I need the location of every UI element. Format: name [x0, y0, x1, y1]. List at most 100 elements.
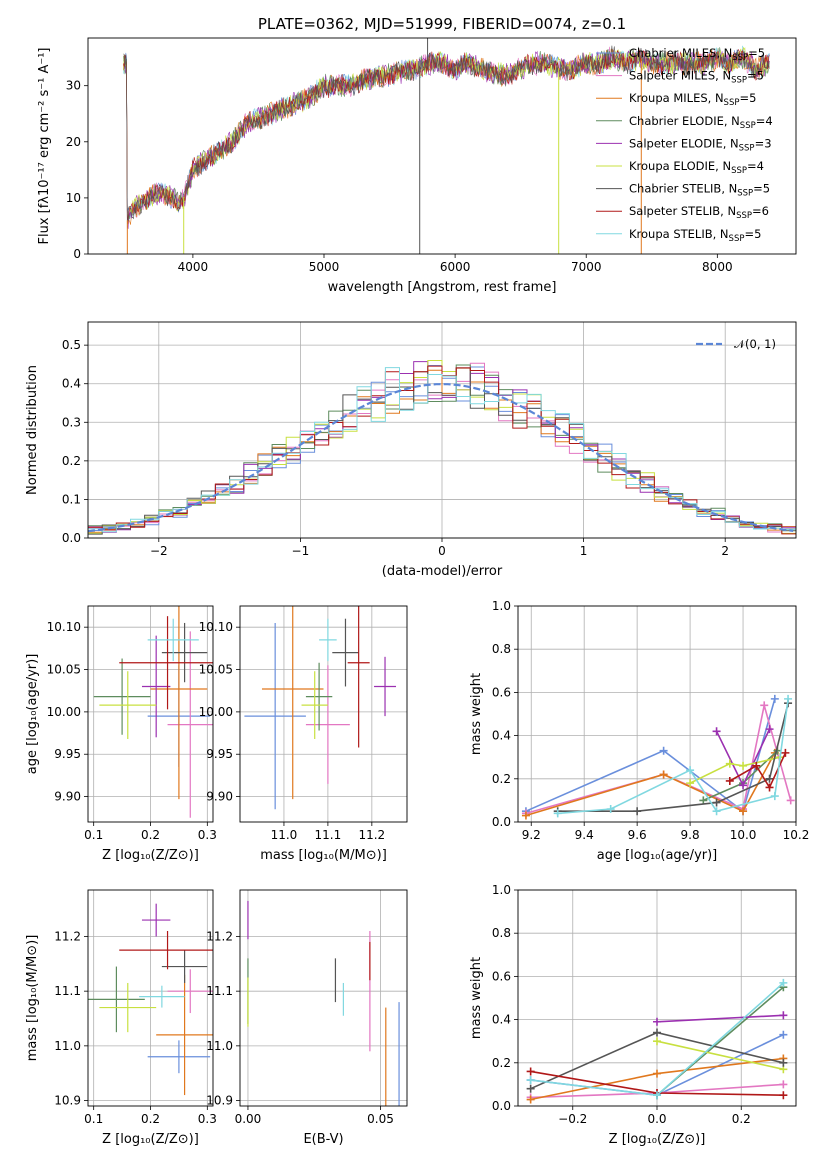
- axes-frame: [87, 321, 797, 539]
- data-marker: [653, 1017, 661, 1026]
- data-marker: [779, 1091, 788, 1100]
- y-tick-label: 10.10: [47, 620, 81, 634]
- errorbar-point: [374, 656, 397, 717]
- plot-area: [123, 38, 770, 254]
- axes-frame: [239, 889, 408, 1107]
- x-tick-label: −1: [292, 544, 310, 558]
- data-marker: [786, 796, 795, 805]
- axes-frame: [87, 605, 214, 823]
- legend-entry-label: Kroupa ELODIE, NSSP=4: [629, 159, 764, 176]
- errorbar-point: [319, 618, 337, 662]
- data-marker: [725, 759, 734, 768]
- y-tick-label: 0.2: [492, 772, 511, 786]
- y-tick-label: 0.5: [62, 338, 81, 352]
- y-axis-label: Flux [fλ10⁻¹⁷ erg cm⁻² s⁻¹ A⁻¹]: [37, 48, 52, 245]
- data-marker: [653, 1091, 661, 1100]
- errorbar-point: [93, 658, 151, 735]
- errorbar-point: [119, 616, 213, 710]
- data-marker: [699, 796, 708, 805]
- data-marker: [779, 1058, 788, 1067]
- x-axis-label: Z [log₁₀(Z/Z⊙)]: [102, 1132, 199, 1147]
- x-tick-label: 9.8: [681, 828, 700, 842]
- mass-weight-series: [712, 725, 774, 790]
- x-axis-label: (data-model)/error: [382, 564, 503, 579]
- data-marker: [765, 725, 774, 734]
- data-marker: [770, 792, 779, 801]
- data-marker: [779, 1080, 788, 1089]
- mass-weight-series: [553, 694, 793, 818]
- x-tick-label: −0.2: [558, 1112, 587, 1126]
- legend-entry-label: Chabrier STELIB, NSSP=5: [629, 182, 770, 199]
- data-marker: [659, 746, 668, 755]
- data-marker: [653, 1028, 661, 1037]
- y-tick-label: 0.2: [492, 1056, 511, 1070]
- errorbar-point: [244, 622, 306, 810]
- data-marker: [712, 798, 721, 807]
- figure-title: PLATE=0362, MJD=51999, FIBERID=0074, z=0…: [258, 15, 626, 33]
- x-tick-label: 0.05: [367, 1112, 394, 1126]
- x-tick-label: 1: [580, 544, 588, 558]
- legend-entry-label: Salpeter MILES, NSSP=5: [629, 69, 764, 86]
- series-line: [557, 698, 789, 815]
- mass-weight-series: [521, 701, 795, 818]
- x-axis-label: Z [log₁₀(Z/Z⊙)]: [609, 1132, 706, 1147]
- x-tick-label: 10.0: [730, 828, 757, 842]
- panel-age_vs_mass: 11.0 11.1 11.2 9.90 9.95 10.00 10.05 10.10 mass …: [199, 605, 408, 863]
- y-tick-label: 9.90: [54, 790, 81, 804]
- x-tick-label: 0.3: [198, 828, 217, 842]
- residual-legend: 𝒩(0, 1): [696, 337, 776, 351]
- errorbar-point: [147, 618, 199, 662]
- x-tick-label: 0.2: [732, 1112, 751, 1126]
- x-tick-label: 10.2: [783, 828, 810, 842]
- x-tick-label: 11.2: [358, 828, 385, 842]
- data-marker: [526, 1076, 535, 1085]
- y-axis-label: Normed distribution: [25, 365, 40, 495]
- plot-area: [521, 694, 795, 820]
- x-tick-label: 0: [438, 544, 446, 558]
- x-tick-label: 11.1: [315, 828, 342, 842]
- histogram-step: [88, 361, 796, 538]
- data-marker: [752, 761, 761, 770]
- x-tick-label: 9.4: [575, 828, 594, 842]
- x-tick-label: 8000: [702, 260, 733, 274]
- y-tick-label: 10.05: [199, 663, 233, 677]
- y-tick-label: 0: [73, 247, 81, 261]
- data-marker: [606, 805, 615, 814]
- errorbar-point: [332, 618, 359, 687]
- x-tick-label: −2: [150, 544, 168, 558]
- mass-weight-series: [526, 1028, 788, 1093]
- y-tick-label: 11.0: [54, 1039, 81, 1053]
- data-marker: [765, 783, 774, 792]
- y-tick-label: 10.00: [47, 705, 81, 719]
- errorbar-point: [88, 966, 145, 1033]
- y-tick-label: 0.6: [492, 685, 511, 699]
- errorbar-point: [119, 931, 213, 970]
- y-axis-label: mass [log₁₀(M/M⊙)]: [25, 935, 40, 1062]
- errorbar-point: [147, 1040, 211, 1074]
- data-marker: [526, 1084, 535, 1093]
- x-tick-label: 11.0: [271, 828, 298, 842]
- data-marker: [553, 809, 562, 818]
- data-marker: [686, 779, 695, 788]
- histogram-step: [88, 367, 796, 538]
- x-axis-label: Z [log₁₀(Z/Z⊙)]: [102, 848, 199, 863]
- panel-mass_vs_EBV: 0.00 0.05 10.9 11.0 11.1 11.2 E(B-V): [206, 889, 408, 1147]
- legend-entry-label: Salpeter ELODIE, NSSP=3: [629, 136, 772, 153]
- histogram-step: [88, 367, 796, 538]
- legend-entry-label: Chabrier ELODIE, NSSP=4: [629, 114, 773, 131]
- spectrum-legend: Chabrier MILES, NSSP=5 Salpeter MILES, NS…: [596, 46, 773, 244]
- y-tick-label: 11.0: [206, 1039, 233, 1053]
- series-line: [689, 756, 781, 784]
- data-marker: [739, 761, 748, 770]
- mass-weight-series: [526, 978, 788, 1100]
- panel-age_vs_Z: 0.1 0.2 0.3 9.90 9.95 10.00 10.05 10.10 Z [log₁₀…: [25, 605, 217, 863]
- x-tick-label: 4000: [178, 260, 209, 274]
- data-marker: [784, 694, 793, 703]
- spectrum-line: [123, 45, 770, 222]
- y-tick-label: 20: [66, 135, 81, 149]
- spectrum-line: [123, 49, 770, 229]
- series-line: [729, 752, 787, 790]
- y-tick-label: 0.8: [492, 642, 511, 656]
- y-tick-label: 0.0: [62, 531, 81, 545]
